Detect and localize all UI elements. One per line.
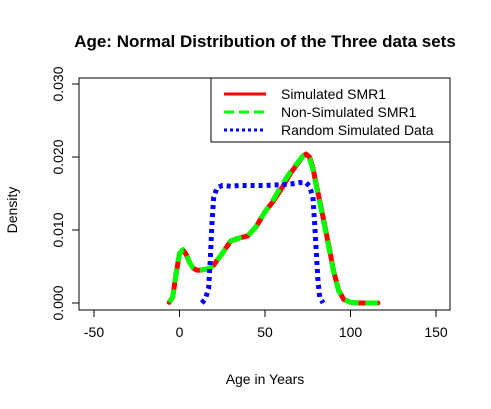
- legend-label: Random Simulated Data: [281, 122, 434, 138]
- chart-title: Age: Normal Distribution of the Three da…: [74, 32, 456, 51]
- legend-box: [210, 77, 451, 143]
- legend: Simulated SMR1 Non-Simulated SMR1 Random S…: [210, 77, 451, 143]
- x-tick-label: 100: [339, 324, 363, 340]
- legend-label: Simulated SMR1: [281, 86, 386, 102]
- y-tick-label: 0.030: [50, 66, 66, 101]
- y-tick-label: 0.010: [50, 212, 66, 247]
- x-axis-label: Age in Years: [226, 371, 305, 387]
- axes-layer: -50 0 50 100 150 0.000 0.010 0.020 0.030: [50, 66, 448, 340]
- series-line-2: [167, 152, 378, 306]
- x-tick-label: 0: [176, 324, 184, 340]
- x-tick-label: 150: [424, 324, 448, 340]
- x-tick-label: -50: [84, 324, 104, 340]
- series-line-1: [166, 151, 381, 306]
- y-tick-label: 0.000: [50, 285, 66, 320]
- y-axis-label: Density: [4, 187, 20, 234]
- series-line-3: [199, 180, 326, 305]
- y-tick-label: 0.020: [50, 139, 66, 174]
- data-layer: [166, 151, 381, 306]
- x-tick-label: 50: [257, 324, 273, 340]
- legend-label: Non-Simulated SMR1: [281, 104, 417, 120]
